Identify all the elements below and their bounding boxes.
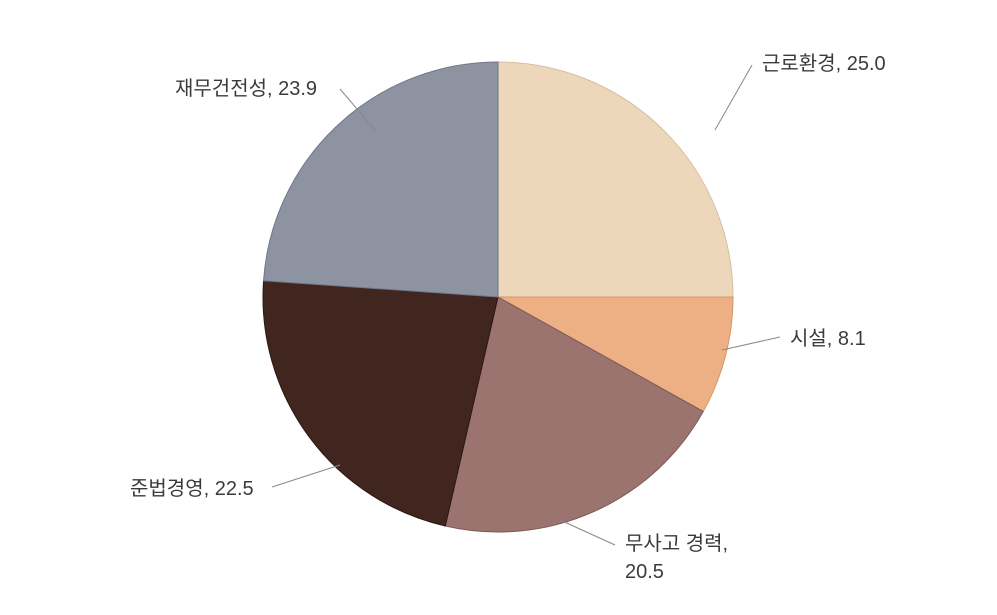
leader-line [560,520,615,545]
pie-slice [498,62,733,297]
pie-chart: 근로환경, 25.0 시설, 8.1 무사고 경력, 20.5 준법경영, 22… [0,0,997,615]
label-financial: 재무건전성, 23.9 [175,75,317,103]
leader-line [272,465,340,487]
pie-svg [0,0,997,615]
leader-line [722,337,780,350]
label-accident: 무사고 경력, 20.5 [625,530,728,586]
label-work-env: 근로환경, 25.0 [762,50,886,78]
label-compliance: 준법경영, 22.5 [130,475,254,503]
leader-line [715,65,752,130]
label-facility: 시설, 8.1 [790,325,866,353]
